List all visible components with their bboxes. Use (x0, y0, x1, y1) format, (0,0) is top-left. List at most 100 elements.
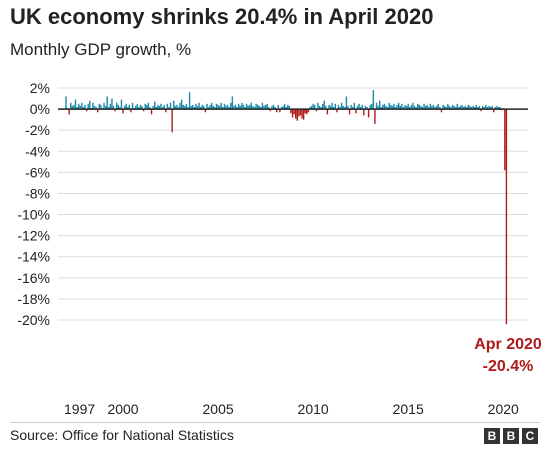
bar (405, 105, 408, 110)
bar (355, 109, 357, 114)
bar (276, 109, 278, 113)
bar (193, 106, 196, 110)
bar (92, 102, 94, 110)
bar (437, 103, 439, 110)
bar (291, 109, 294, 118)
bar (179, 102, 181, 110)
bar (367, 109, 370, 118)
bar (127, 106, 129, 110)
bar (253, 106, 256, 110)
bar (122, 109, 124, 114)
bar (314, 104, 316, 110)
x-tick-label: 1997 (64, 401, 95, 417)
bar (218, 105, 221, 110)
bar (399, 105, 401, 110)
bar (192, 104, 194, 110)
bbc-logo-letter: B (503, 428, 519, 444)
bar (477, 106, 479, 110)
bar (293, 109, 295, 115)
bar (65, 96, 67, 110)
bar (480, 109, 482, 112)
bar (201, 104, 203, 110)
bar (93, 105, 96, 110)
bar (382, 104, 384, 110)
bar (364, 105, 367, 110)
bar (158, 105, 161, 110)
bar (326, 109, 329, 115)
bar (440, 109, 443, 113)
bar (70, 102, 72, 110)
bar (154, 101, 156, 110)
bar (496, 105, 498, 110)
bar (413, 105, 416, 110)
bar (111, 98, 113, 110)
bar (371, 103, 373, 110)
bar (211, 102, 213, 110)
bar (348, 109, 351, 115)
bar (204, 109, 207, 113)
bar (157, 104, 159, 110)
bar (152, 105, 154, 110)
bar (258, 105, 260, 110)
bar (277, 104, 279, 110)
bar (115, 102, 118, 110)
bar (239, 105, 241, 110)
bar (280, 106, 283, 110)
bar (266, 103, 268, 110)
bar (174, 105, 177, 110)
y-tick-label: -8% (25, 185, 50, 201)
bar (431, 105, 433, 110)
bar (404, 104, 406, 110)
bar (321, 103, 324, 110)
bar (233, 105, 235, 110)
bar (209, 104, 211, 110)
bar (504, 109, 506, 171)
bar (485, 104, 487, 110)
bar (182, 104, 184, 110)
gridlines (58, 87, 528, 321)
bar (472, 105, 474, 110)
bar (141, 105, 143, 110)
bar (199, 106, 202, 110)
bar (323, 100, 325, 110)
bar (391, 105, 394, 110)
bar (347, 105, 349, 110)
x-tick-label: 2005 (203, 401, 234, 417)
bar (378, 100, 381, 110)
bar (467, 104, 470, 110)
bar (264, 104, 267, 110)
bar (231, 96, 234, 110)
chart-subtitle: Monthly GDP growth, % (10, 40, 192, 59)
bar (173, 100, 175, 110)
bar (290, 109, 292, 114)
bar (82, 106, 85, 110)
bar (469, 105, 471, 110)
bar (236, 106, 238, 110)
bar (150, 109, 153, 115)
bar (361, 104, 363, 110)
bar (344, 106, 346, 110)
bar (139, 104, 142, 110)
bar (309, 106, 311, 110)
y-tick-label: -18% (17, 291, 50, 307)
bar (409, 106, 411, 110)
annotation-label: Apr 2020 (474, 336, 542, 353)
chart-title: UK economy shrinks 20.4% in April 2020 (10, 4, 434, 29)
bars (65, 90, 508, 325)
bar (429, 103, 432, 110)
bar (455, 106, 457, 110)
bar (223, 103, 226, 110)
bar (112, 105, 115, 110)
bar (372, 90, 375, 110)
bar (160, 103, 162, 110)
bar (165, 109, 167, 113)
bar (241, 102, 243, 110)
bar (282, 105, 284, 110)
bar (249, 104, 251, 110)
bar (272, 104, 275, 110)
bar (168, 106, 170, 110)
bar (386, 106, 389, 110)
bar (453, 105, 455, 110)
source-divider (10, 422, 540, 423)
bar (397, 102, 400, 110)
